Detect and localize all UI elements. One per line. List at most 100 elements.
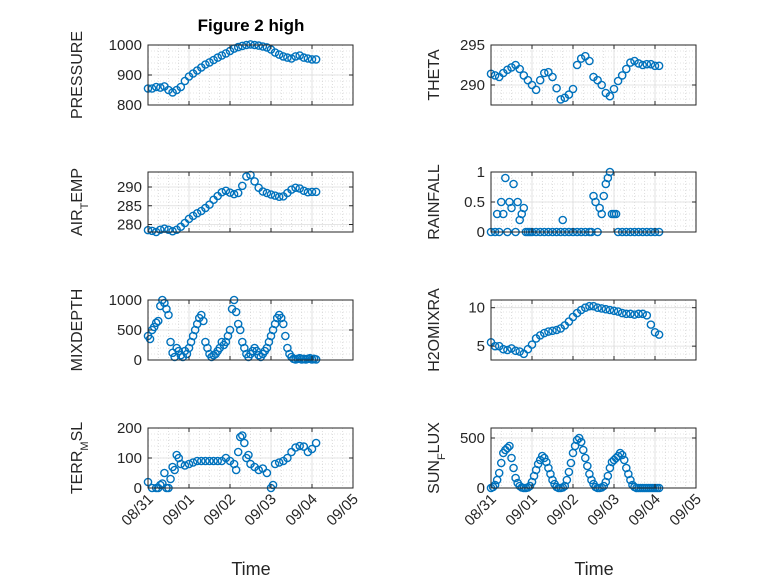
data-point (221, 186, 231, 196)
data-point (646, 59, 656, 69)
data-point (295, 441, 305, 451)
y-tick-label: 285 (117, 198, 142, 215)
y-tick-label: 10 (468, 300, 485, 317)
data-point (544, 327, 553, 336)
y-tick-label: 295 (460, 37, 485, 54)
data-point (270, 48, 280, 57)
data-point (258, 187, 268, 196)
data-point (299, 442, 309, 451)
data-point (605, 305, 615, 315)
data-point (507, 203, 516, 213)
data-point (262, 188, 272, 198)
data-point (151, 318, 161, 328)
data-point (307, 444, 317, 454)
data-point (283, 453, 292, 463)
markers (143, 431, 321, 493)
data-point (235, 325, 245, 335)
data-point (585, 301, 594, 311)
data-point (611, 209, 621, 219)
markers (143, 295, 321, 364)
data-point (268, 480, 278, 490)
data-point (650, 61, 660, 71)
data-point (564, 467, 574, 477)
data-point (552, 325, 561, 335)
data-point (503, 443, 512, 453)
y-axis-label: PRESSURE (69, 31, 86, 119)
data-point (599, 191, 609, 201)
data-point (564, 90, 574, 99)
data-point (180, 461, 190, 470)
data-point (535, 75, 545, 85)
y-axis-label: THETA (426, 49, 443, 101)
data-point (617, 308, 627, 318)
data-point (231, 465, 241, 475)
data-point (505, 441, 514, 451)
data-point (266, 190, 276, 199)
data-point (519, 203, 529, 213)
data-point (307, 55, 317, 64)
data-point (254, 465, 264, 475)
data-point (209, 456, 218, 466)
data-point (581, 303, 590, 312)
data-point (244, 450, 253, 460)
data-point (622, 64, 631, 74)
data-point (237, 41, 247, 51)
data-point (626, 475, 635, 485)
y-axis-label: MIXDEPTH (69, 289, 86, 372)
data-point (503, 345, 512, 355)
data-point (174, 346, 184, 356)
data-point (615, 448, 625, 458)
subplot-pressure: 800 900 1000 PRESSURE (69, 31, 354, 119)
data-point (155, 225, 165, 235)
data-point (166, 337, 175, 347)
data-point (278, 319, 288, 329)
data-point (168, 226, 177, 236)
markers (486, 51, 664, 104)
y-tick-label: 500 (460, 430, 485, 447)
subplot-mixdepth: 0 500 1000 MIXDEPTH (69, 289, 354, 372)
data-point (237, 181, 247, 191)
data-point (498, 209, 508, 219)
data-point (166, 474, 175, 484)
data-point (642, 311, 652, 320)
data-point (581, 453, 590, 463)
data-point (597, 304, 607, 313)
data-point (217, 51, 227, 60)
data-point (270, 191, 280, 200)
data-point (311, 55, 321, 64)
data-point (509, 463, 518, 473)
data-point (609, 84, 619, 94)
data-point (287, 185, 296, 194)
x-axis-label-left: Time (231, 559, 270, 579)
data-point (213, 53, 222, 62)
data-point (192, 208, 202, 218)
data-point (513, 197, 522, 207)
data-point (548, 326, 557, 336)
data-point (537, 451, 547, 461)
subplot-air-temp: 280 285 290 AIRTEMP (69, 168, 354, 237)
data-point (149, 322, 159, 332)
data-point (593, 303, 602, 312)
data-point (572, 435, 582, 445)
data-point (291, 183, 300, 193)
data-point (511, 346, 520, 356)
data-point (496, 458, 506, 468)
data-point (548, 72, 557, 82)
axes-box (490, 44, 697, 106)
data-point (303, 54, 313, 63)
data-point (229, 189, 239, 199)
y-tick-label: 100 (117, 450, 142, 467)
data-point (151, 82, 161, 92)
markers (486, 301, 664, 359)
data-point (519, 71, 529, 80)
y-tick-label: 5 (477, 338, 485, 355)
y-tick-label: 0 (134, 352, 142, 369)
data-point (237, 431, 247, 440)
subplot-theta: 290 295 THETA (426, 37, 697, 106)
data-point (654, 330, 664, 339)
data-point (619, 455, 629, 465)
data-point (170, 465, 179, 475)
data-point (531, 85, 541, 95)
y-tick-label: 290 (460, 77, 485, 94)
